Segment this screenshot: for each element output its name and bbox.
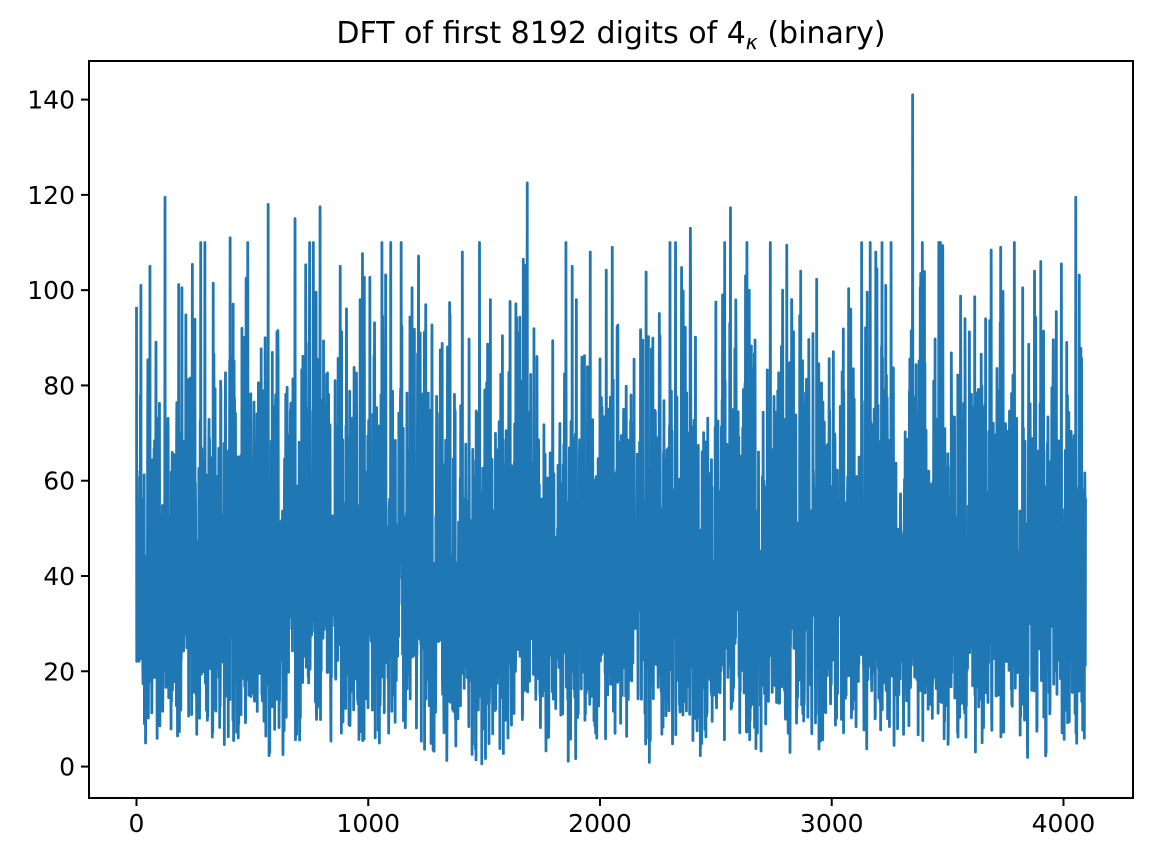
y-tick-label: 80: [43, 371, 75, 400]
y-tick-label: 60: [43, 467, 75, 496]
chart-title-subscript: κ: [745, 29, 758, 54]
y-tick-label: 100: [27, 276, 75, 305]
x-tick-label: 2000: [568, 809, 632, 838]
plot-area-border: [88, 60, 1134, 799]
y-tick-label: 20: [43, 657, 75, 686]
x-tick-label: 3000: [800, 809, 864, 838]
x-tick-label: 0: [129, 809, 145, 838]
y-tick-label: 140: [27, 86, 75, 115]
y-tick-label: 0: [59, 753, 75, 782]
chart-title: DFT of first 8192 digits of 4κ (binary): [336, 16, 886, 54]
dft-magnitude-line: [135, 93, 1087, 766]
chart-title-text: DFT of first 8192 digits of 4: [336, 16, 746, 51]
chart-title-suffix: (binary): [757, 16, 886, 51]
y-tick-label: 120: [27, 181, 75, 210]
x-tick-label: 4000: [1032, 809, 1096, 838]
x-tick-label: 1000: [336, 809, 400, 838]
y-tick-label: 40: [43, 562, 75, 591]
